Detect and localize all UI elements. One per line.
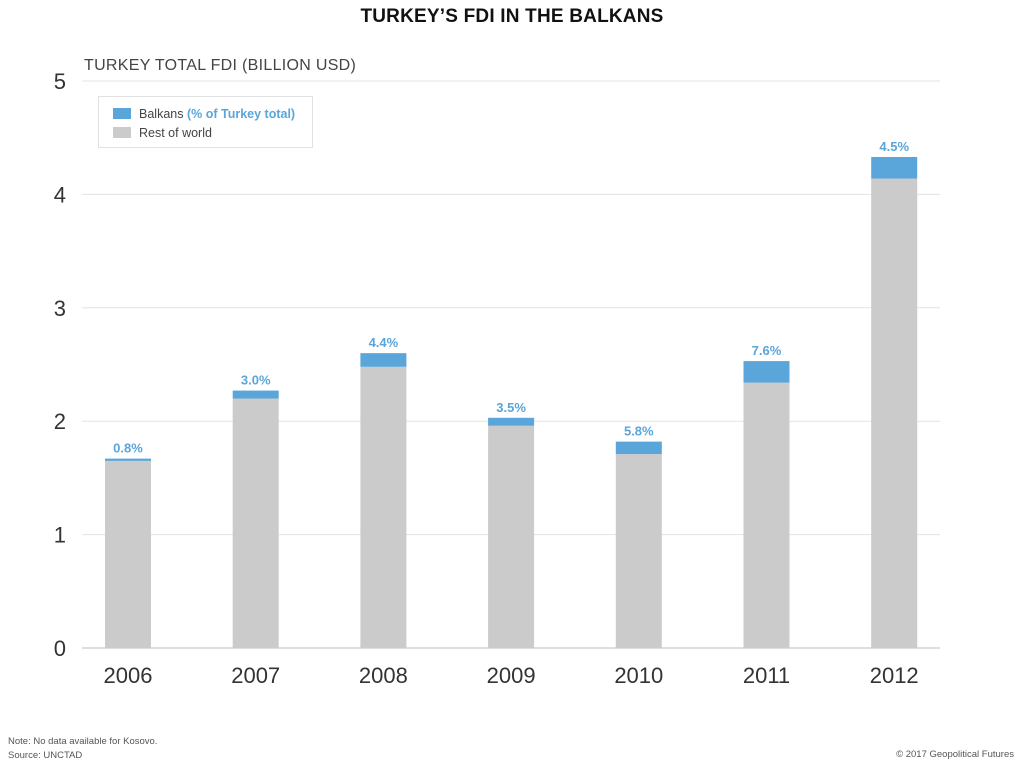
- bar-balkans-2010: [615, 441, 662, 455]
- legend-item-balkans: Balkans (% of Turkey total): [113, 106, 295, 122]
- bar-rest-2011: [743, 382, 790, 648]
- bar-balkans-2008: [360, 353, 407, 367]
- legend: Balkans (% of Turkey total) Rest of worl…: [98, 96, 313, 148]
- y-tick-label-4: 4: [54, 182, 66, 207]
- footer-copyright: © 2017 Geopolitical Futures: [896, 749, 1014, 760]
- bar-rest-2006: [105, 460, 151, 648]
- data-label-2007: 3.0%: [241, 373, 271, 388]
- data-label-2006: 0.8%: [113, 441, 143, 456]
- x-tick-label-2007: 2007: [231, 663, 280, 688]
- legend-swatch-balkans: [113, 108, 131, 119]
- data-label-2011: 7.6%: [752, 343, 782, 358]
- legend-label-rest: Rest of world: [139, 126, 212, 140]
- y-tick-label-0: 0: [54, 636, 66, 661]
- y-tick-label-3: 3: [54, 296, 66, 321]
- x-tick-label-2006: 2006: [104, 663, 153, 688]
- bar-rest-2012: [871, 178, 918, 649]
- y-tick-label-5: 5: [54, 69, 66, 94]
- bar-balkans-2012: [871, 156, 918, 179]
- footer-notes: Note: No data available for Kosovo. Sour…: [8, 735, 157, 763]
- bar-balkans-2007: [232, 390, 279, 399]
- bar-rest-2008: [360, 366, 407, 648]
- bar-balkans-2009: [488, 417, 535, 426]
- y-tick-label-2: 2: [54, 409, 66, 434]
- y-tick-label-1: 1: [54, 523, 66, 548]
- bar-rest-2009: [488, 425, 535, 648]
- footer-note: Note: No data available for Kosovo.: [8, 736, 158, 747]
- bar-balkans-2006: [105, 458, 151, 461]
- legend-note-balkans: (% of Turkey total): [186, 107, 296, 121]
- data-label-2010: 5.8%: [624, 424, 654, 439]
- legend-swatch-rest: [113, 127, 131, 138]
- x-tick-label-2011: 2011: [743, 663, 790, 688]
- data-label-2012: 4.5%: [879, 139, 909, 154]
- bar-rest-2010: [615, 454, 662, 648]
- bar-rest-2007: [232, 398, 279, 648]
- x-tick-label-2010: 2010: [614, 663, 663, 688]
- x-tick-label-2008: 2008: [359, 663, 408, 688]
- data-label-2008: 4.4%: [369, 335, 399, 350]
- legend-label-balkans: Balkans: [139, 107, 184, 121]
- y-axis-title: TURKEY TOTAL FDI (BILLION USD): [84, 57, 357, 74]
- legend-item-rest: Rest of world: [113, 125, 212, 141]
- chart-title: TURKEY’S FDI IN THE BALKANS: [360, 6, 664, 27]
- footer-source: Source: UNCTAD: [8, 750, 83, 761]
- x-tick-label-2009: 2009: [487, 663, 536, 688]
- x-tick-label-2012: 2012: [870, 663, 919, 688]
- bar-balkans-2011: [743, 361, 790, 383]
- data-label-2009: 3.5%: [496, 400, 526, 415]
